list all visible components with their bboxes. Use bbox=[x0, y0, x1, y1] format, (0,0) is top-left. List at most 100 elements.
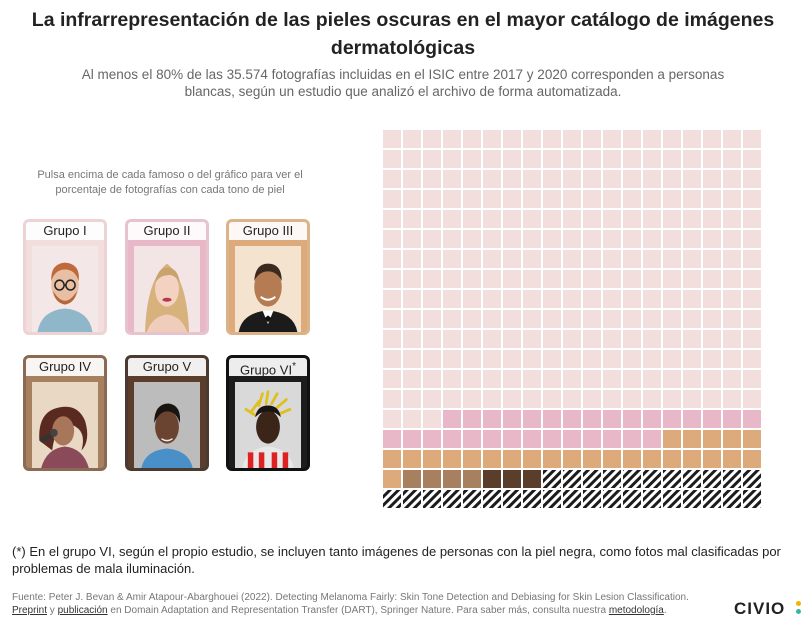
waffle-cell-grupo-i[interactable] bbox=[403, 290, 421, 308]
waffle-cell-grupo-i[interactable] bbox=[543, 370, 561, 388]
waffle-cell-grupo-i[interactable] bbox=[483, 250, 501, 268]
waffle-cell-grupo-i[interactable] bbox=[683, 270, 701, 288]
waffle-cell-grupo-iv[interactable] bbox=[403, 470, 421, 488]
waffle-cell-grupo-i[interactable] bbox=[483, 130, 501, 148]
waffle-cell-grupo-i[interactable] bbox=[543, 270, 561, 288]
waffle-cell-grupo-i[interactable] bbox=[503, 270, 521, 288]
waffle-cell-grupo-i[interactable] bbox=[383, 190, 401, 208]
waffle-cell-grupo-i[interactable] bbox=[683, 190, 701, 208]
waffle-cell-grupo-iii[interactable] bbox=[643, 450, 661, 468]
waffle-cell-grupo-i[interactable] bbox=[663, 130, 681, 148]
waffle-cell-grupo-i[interactable] bbox=[643, 350, 661, 368]
waffle-cell-grupo-i[interactable] bbox=[543, 130, 561, 148]
waffle-cell-grupo-i[interactable] bbox=[643, 390, 661, 408]
waffle-cell-grupo-i[interactable] bbox=[663, 330, 681, 348]
waffle-cell-grupo-i[interactable] bbox=[743, 390, 761, 408]
waffle-cell-grupo-i[interactable] bbox=[723, 170, 741, 188]
waffle-cell-grupo-ii[interactable] bbox=[563, 430, 581, 448]
waffle-cell-grupo-i[interactable] bbox=[543, 210, 561, 228]
waffle-cell-grupo-i[interactable] bbox=[663, 270, 681, 288]
waffle-cell-grupo-i[interactable] bbox=[743, 250, 761, 268]
waffle-cell-grupo-i[interactable] bbox=[603, 190, 621, 208]
waffle-cell-grupo-ii[interactable] bbox=[623, 410, 641, 428]
waffle-cell-grupo-i[interactable] bbox=[503, 210, 521, 228]
waffle-cell-grupo-i[interactable] bbox=[703, 390, 721, 408]
waffle-cell-grupo-i[interactable] bbox=[563, 190, 581, 208]
waffle-cell-grupo-i[interactable] bbox=[543, 170, 561, 188]
waffle-cell-grupo-ii[interactable] bbox=[423, 430, 441, 448]
waffle-cell-grupo-i[interactable] bbox=[463, 250, 481, 268]
waffle-cell-grupo-vi[interactable] bbox=[483, 490, 501, 508]
waffle-cell-grupo-v[interactable] bbox=[523, 470, 541, 488]
waffle-cell-grupo-i[interactable] bbox=[543, 150, 561, 168]
waffle-cell-grupo-ii[interactable] bbox=[583, 410, 601, 428]
waffle-cell-grupo-i[interactable] bbox=[543, 290, 561, 308]
waffle-cell-grupo-i[interactable] bbox=[623, 270, 641, 288]
waffle-cell-grupo-i[interactable] bbox=[563, 390, 581, 408]
waffle-cell-grupo-i[interactable] bbox=[603, 250, 621, 268]
waffle-cell-grupo-i[interactable] bbox=[583, 210, 601, 228]
waffle-cell-grupo-vi[interactable] bbox=[743, 470, 761, 488]
waffle-cell-grupo-i[interactable] bbox=[383, 130, 401, 148]
waffle-cell-grupo-i[interactable] bbox=[463, 170, 481, 188]
waffle-cell-grupo-i[interactable] bbox=[423, 310, 441, 328]
waffle-cell-grupo-i[interactable] bbox=[503, 150, 521, 168]
waffle-cell-grupo-i[interactable] bbox=[623, 230, 641, 248]
waffle-cell-grupo-iii[interactable] bbox=[663, 430, 681, 448]
waffle-cell-grupo-i[interactable] bbox=[723, 230, 741, 248]
waffle-cell-grupo-i[interactable] bbox=[523, 310, 541, 328]
waffle-cell-grupo-i[interactable] bbox=[443, 370, 461, 388]
waffle-cell-grupo-i[interactable] bbox=[703, 330, 721, 348]
waffle-cell-grupo-i[interactable] bbox=[643, 190, 661, 208]
waffle-cell-grupo-i[interactable] bbox=[623, 170, 641, 188]
waffle-cell-grupo-i[interactable] bbox=[583, 270, 601, 288]
waffle-cell-grupo-v[interactable] bbox=[503, 470, 521, 488]
waffle-cell-grupo-i[interactable] bbox=[463, 330, 481, 348]
waffle-cell-grupo-i[interactable] bbox=[503, 310, 521, 328]
waffle-cell-grupo-i[interactable] bbox=[703, 130, 721, 148]
waffle-cell-grupo-i[interactable] bbox=[683, 210, 701, 228]
waffle-cell-grupo-i[interactable] bbox=[443, 390, 461, 408]
waffle-cell-grupo-i[interactable] bbox=[683, 130, 701, 148]
waffle-cell-grupo-ii[interactable] bbox=[623, 430, 641, 448]
waffle-cell-grupo-i[interactable] bbox=[523, 290, 541, 308]
waffle-cell-grupo-i[interactable] bbox=[623, 250, 641, 268]
waffle-cell-grupo-i[interactable] bbox=[443, 330, 461, 348]
waffle-cell-grupo-vi[interactable] bbox=[563, 470, 581, 488]
waffle-cell-grupo-i[interactable] bbox=[563, 210, 581, 228]
waffle-cell-grupo-i[interactable] bbox=[703, 190, 721, 208]
waffle-cell-grupo-i[interactable] bbox=[743, 230, 761, 248]
waffle-cell-grupo-i[interactable] bbox=[743, 310, 761, 328]
waffle-cell-grupo-i[interactable] bbox=[463, 210, 481, 228]
waffle-cell-grupo-i[interactable] bbox=[503, 190, 521, 208]
waffle-cell-grupo-vi[interactable] bbox=[443, 490, 461, 508]
waffle-cell-grupo-i[interactable] bbox=[663, 310, 681, 328]
waffle-cell-grupo-i[interactable] bbox=[623, 290, 641, 308]
waffle-cell-grupo-iii[interactable] bbox=[583, 450, 601, 468]
waffle-cell-grupo-ii[interactable] bbox=[603, 410, 621, 428]
waffle-cell-grupo-iii[interactable] bbox=[743, 450, 761, 468]
waffle-cell-grupo-i[interactable] bbox=[563, 250, 581, 268]
waffle-cell-grupo-vi[interactable] bbox=[523, 490, 541, 508]
waffle-cell-grupo-i[interactable] bbox=[603, 210, 621, 228]
waffle-cell-grupo-i[interactable] bbox=[643, 150, 661, 168]
waffle-cell-grupo-i[interactable] bbox=[443, 350, 461, 368]
waffle-cell-grupo-vi[interactable] bbox=[563, 490, 581, 508]
waffle-cell-grupo-i[interactable] bbox=[603, 370, 621, 388]
waffle-cell-grupo-vi[interactable] bbox=[463, 490, 481, 508]
waffle-cell-grupo-i[interactable] bbox=[643, 170, 661, 188]
waffle-cell-grupo-vi[interactable] bbox=[383, 490, 401, 508]
waffle-cell-grupo-i[interactable] bbox=[643, 330, 661, 348]
waffle-cell-grupo-i[interactable] bbox=[403, 370, 421, 388]
waffle-cell-grupo-i[interactable] bbox=[423, 170, 441, 188]
waffle-cell-grupo-i[interactable] bbox=[723, 270, 741, 288]
waffle-cell-grupo-i[interactable] bbox=[463, 390, 481, 408]
waffle-cell-grupo-i[interactable] bbox=[623, 370, 641, 388]
waffle-cell-grupo-i[interactable] bbox=[563, 170, 581, 188]
waffle-cell-grupo-iii[interactable] bbox=[703, 430, 721, 448]
preprint-link[interactable]: Preprint bbox=[12, 605, 48, 616]
publication-link[interactable]: publicación bbox=[57, 605, 108, 616]
waffle-cell-grupo-vi[interactable] bbox=[703, 490, 721, 508]
waffle-cell-grupo-i[interactable] bbox=[563, 350, 581, 368]
waffle-cell-grupo-i[interactable] bbox=[743, 290, 761, 308]
